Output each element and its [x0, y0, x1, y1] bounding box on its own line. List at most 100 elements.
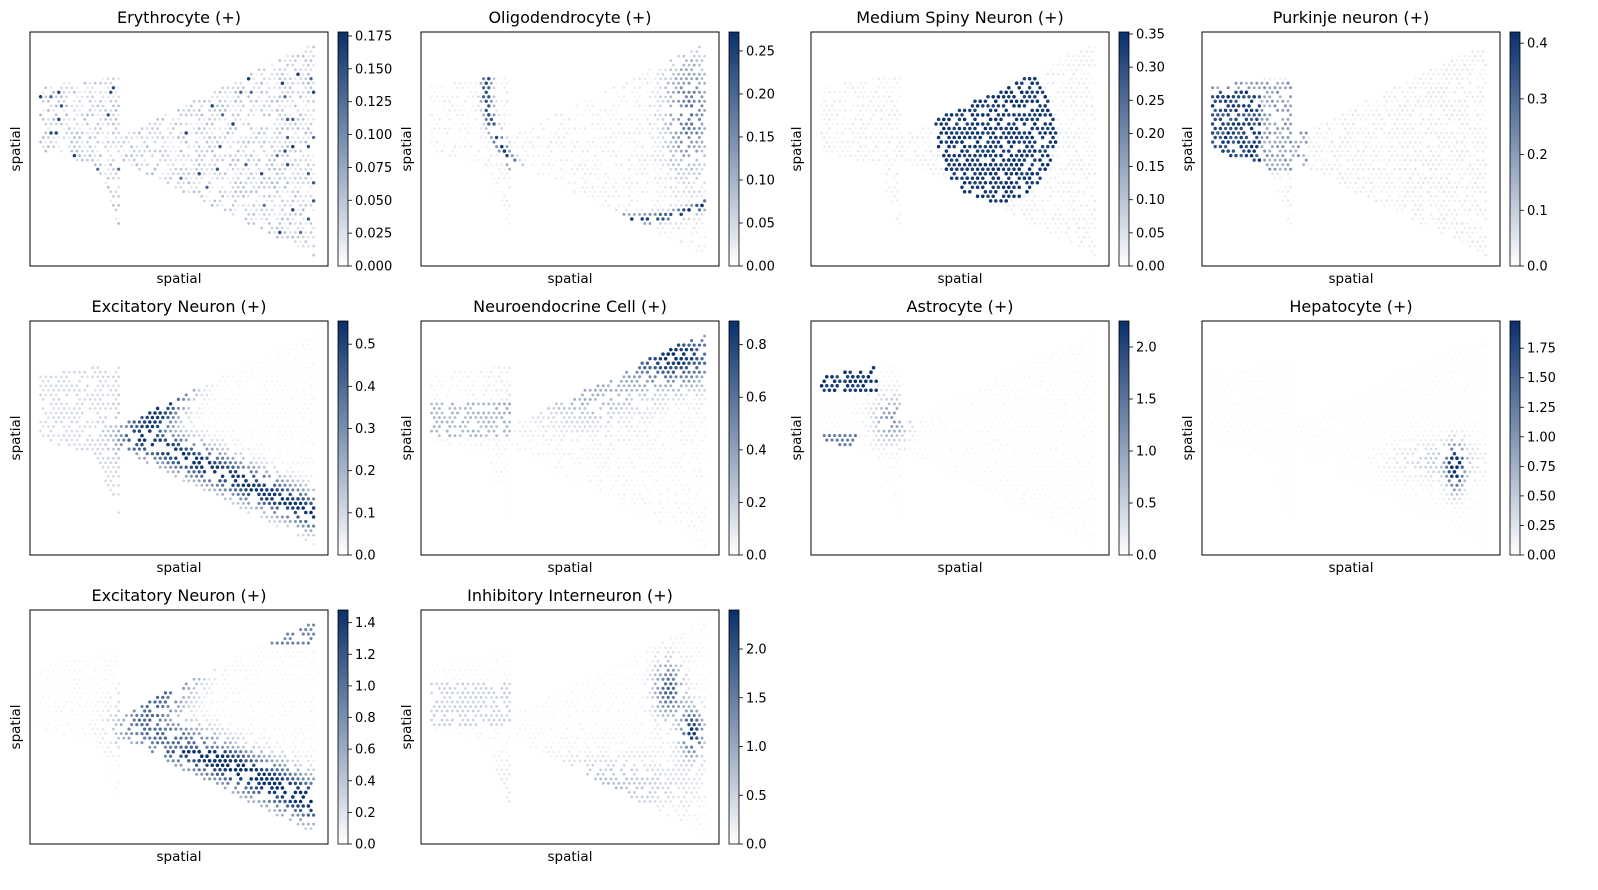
spot: [177, 425, 180, 428]
spot: [1453, 109, 1456, 112]
spot: [73, 90, 76, 94]
spot: [294, 420, 297, 424]
spot: [981, 149, 985, 153]
spot: [73, 109, 76, 112]
spot: [557, 145, 561, 148]
spot: [239, 461, 243, 465]
spot: [78, 434, 81, 437]
spot: [825, 122, 829, 126]
spot: [651, 145, 654, 148]
spot: [234, 398, 237, 401]
spot: [656, 217, 660, 221]
spot: [1382, 186, 1386, 189]
spot: [1255, 153, 1259, 158]
spot: [690, 194, 693, 198]
spot: [612, 140, 615, 144]
spot: [1082, 235, 1086, 239]
spot: [833, 100, 836, 103]
spot: [244, 407, 248, 410]
spot: [1336, 158, 1339, 162]
spot: [1398, 186, 1402, 189]
spot: [213, 425, 217, 428]
spot: [307, 244, 310, 248]
spot: [304, 475, 308, 478]
spot: [1030, 144, 1034, 149]
panel-title: Medium Spiny Neuron (+): [856, 8, 1064, 27]
spot: [273, 366, 276, 369]
spot: [260, 81, 263, 85]
spot: [614, 190, 618, 194]
spot: [112, 483, 115, 487]
spot: [1416, 208, 1420, 212]
spot: [1473, 163, 1477, 166]
spot: [1312, 154, 1316, 157]
spot: [477, 140, 480, 144]
spot: [203, 488, 206, 492]
spot: [228, 488, 232, 492]
spot: [1069, 68, 1073, 71]
spot: [1411, 181, 1415, 185]
spot: [179, 186, 183, 189]
spot: [1398, 104, 1402, 108]
spot: [273, 465, 276, 469]
spot: [265, 90, 269, 94]
spot: [531, 163, 535, 166]
spot: [1385, 181, 1389, 185]
spot: [286, 63, 289, 67]
spot: [116, 167, 121, 171]
spot: [119, 443, 123, 447]
spot: [229, 425, 232, 428]
spot: [630, 163, 634, 166]
spot: [555, 131, 558, 135]
spot: [47, 425, 50, 428]
spot: [895, 118, 899, 121]
spot: [487, 76, 491, 81]
spot: [288, 465, 292, 469]
spot: [638, 176, 641, 180]
spot: [622, 212, 626, 216]
spot: [203, 172, 206, 176]
spot: [975, 140, 980, 144]
spot: [192, 181, 196, 185]
spot: [962, 144, 967, 149]
spot: [1442, 72, 1446, 76]
spot: [885, 136, 888, 139]
spot: [242, 420, 245, 424]
spot: [200, 483, 204, 487]
spot: [184, 456, 188, 460]
spot: [268, 231, 271, 234]
spot: [226, 375, 230, 379]
spot: [72, 153, 77, 158]
spot: [703, 90, 707, 94]
spot: [307, 407, 310, 410]
spot: [484, 127, 488, 130]
spot: [220, 474, 225, 479]
spot: [487, 158, 491, 162]
spot: [828, 118, 831, 121]
spot: [481, 86, 486, 90]
spot: [249, 99, 253, 103]
spot: [1263, 131, 1267, 135]
spot: [86, 113, 89, 117]
spot: [913, 140, 917, 144]
spot: [1040, 90, 1045, 95]
spot: [1056, 127, 1060, 130]
spot: [49, 393, 53, 397]
spot: [166, 470, 170, 474]
spot: [54, 140, 58, 144]
spot: [114, 370, 118, 374]
spot: [299, 113, 302, 117]
spot: [695, 203, 699, 208]
spot: [1445, 113, 1448, 117]
spot: [252, 86, 256, 90]
spot: [171, 461, 175, 465]
spot: [502, 149, 507, 153]
spot: [1072, 181, 1076, 185]
spot: [1395, 118, 1399, 121]
spot: [1268, 140, 1272, 144]
spot: [1408, 158, 1412, 162]
spot: [682, 63, 686, 67]
spot: [479, 99, 483, 103]
spot: [464, 145, 467, 148]
spot: [1090, 204, 1094, 207]
